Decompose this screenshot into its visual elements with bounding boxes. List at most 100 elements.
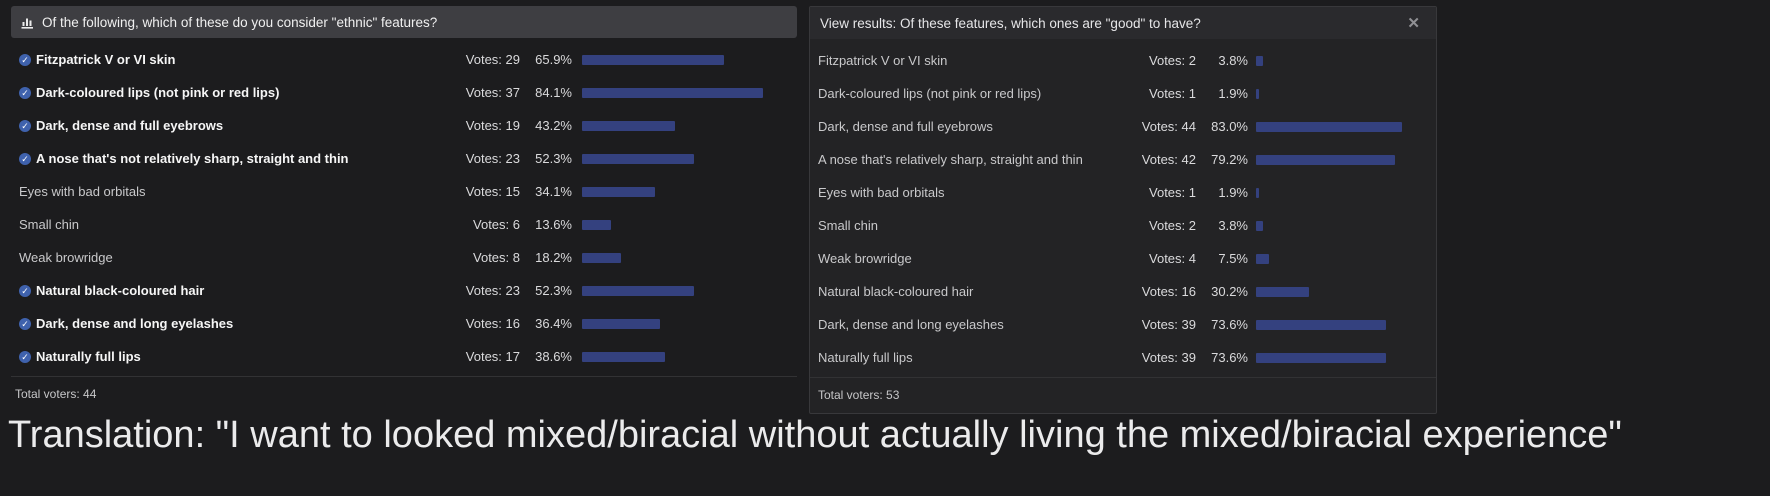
poll-option-row: Small chin Votes: 2 3.8% [810,209,1436,242]
poll-option-percent: 13.6% [535,217,572,232]
vote-bar-track [582,252,797,263]
poll-right-title: View results: Of these features, which o… [820,15,1201,31]
vote-bar-track [1256,220,1432,231]
poll-option-label: Small chin [11,217,450,232]
poll-option-percent: 1.9% [1218,185,1248,200]
poll-option-row: ✓ Naturally full lips Votes: 17 38.6% [11,340,797,373]
poll-option-row: Weak browridge Votes: 4 7.5% [810,242,1436,275]
poll-option-row: Eyes with bad orbitals Votes: 15 34.1% [11,175,797,208]
vote-bar-track [1256,187,1432,198]
poll-option-label: A nose that's relatively sharp, straight… [810,152,1126,167]
poll-option-label: ✓ Natural black-coloured hair [11,283,450,298]
poll-left-options: ✓ Fitzpatrick V or VI skin Votes: 29 65.9% ✓… [11,38,797,373]
poll-right-total-voters: Total voters: 53 [810,377,1436,413]
poll-option-votes: Votes: 17 [465,349,520,364]
poll-option-votes: Votes: 23 [465,151,520,166]
poll-option-percent: 3.8% [1218,218,1248,233]
poll-option-text: A nose that's not relatively sharp, stra… [36,151,349,166]
close-icon[interactable]: ✕ [1403,14,1424,33]
vote-bar [1256,352,1386,363]
poll-option-percent: 30.2% [1211,284,1248,299]
poll-option-text: Dark, dense and long eyelashes [818,317,1004,332]
poll-option-text: Small chin [818,218,878,233]
vote-bar-track [582,285,797,296]
voted-check-icon: ✓ [19,86,31,99]
poll-option-votes: Votes: 39 [1141,350,1196,365]
poll-option-percent: 3.8% [1218,53,1248,68]
vote-bar-track [582,153,797,164]
vote-bar [582,252,622,263]
vote-bar-track [582,120,797,131]
vote-bar [582,285,695,296]
poll-left-header: Of the following, which of these do you … [11,6,797,38]
vote-bar [1256,253,1270,264]
poll-option-percent: 43.2% [535,118,572,133]
vote-bar-track [582,351,797,362]
poll-option-text: Dark-coloured lips (not pink or red lips… [818,86,1042,101]
poll-option-percent: 73.6% [1211,317,1248,332]
vote-bar-track [1256,286,1432,297]
poll-option-percent: 52.3% [535,151,572,166]
poll-option-row: Eyes with bad orbitals Votes: 1 1.9% [810,176,1436,209]
poll-option-label: Natural black-coloured hair [810,284,1126,299]
poll-option-row: Dark-coloured lips (not pink or red lips… [810,77,1436,110]
poll-option-row: ✓ Dark-coloured lips (not pink or red lip… [11,76,797,109]
vote-bar-track [582,87,797,98]
poll-option-text: Small chin [19,217,79,232]
poll-option-votes: Votes: 42 [1141,152,1196,167]
poll-option-row: Small chin Votes: 6 13.6% [11,208,797,241]
vote-bar-track [582,54,797,65]
poll-option-percent: 34.1% [535,184,572,199]
poll-option-votes: Votes: 37 [465,85,520,100]
poll-option-text: Weak browridge [19,250,113,265]
poll-option-row: Dark, dense and full eyebrows Votes: 44 83… [810,110,1436,143]
poll-option-percent: 73.6% [1211,350,1248,365]
poll-option-votes: Votes: 39 [1141,317,1196,332]
vote-bar [1256,220,1263,231]
poll-option-text: Dark, dense and full eyebrows [818,119,993,134]
poll-option-label: Small chin [810,218,1126,233]
vote-bar [582,186,656,197]
poll-option-label: Dark, dense and full eyebrows [810,119,1126,134]
vote-bar [582,54,724,65]
poll-option-label: ✓ Naturally full lips [11,349,450,364]
poll-option-row: ✓ Dark, dense and full eyebrows Votes: 19 4… [11,109,797,142]
poll-good-features-panel: View results: Of these features, which o… [809,6,1437,414]
poll-option-percent: 7.5% [1218,251,1248,266]
poll-option-votes: Votes: 15 [465,184,520,199]
poll-option-percent: 36.4% [535,316,572,331]
vote-bar-track [1256,55,1432,66]
poll-option-row: ✓ Natural black-coloured hair Votes: 23 52.… [11,274,797,307]
vote-bar-track [1256,154,1432,165]
poll-right-header: View results: Of these features, which o… [810,7,1436,39]
poll-option-text: Naturally full lips [36,349,141,364]
poll-option-percent: 52.3% [535,283,572,298]
poll-option-votes: Votes: 29 [465,52,520,67]
poll-option-text: Dark, dense and long eyelashes [36,316,234,331]
poll-option-label: ✓ Dark, dense and full eyebrows [11,118,450,133]
caption-text: Translation: "I want to looked mixed/bir… [8,414,1622,456]
poll-right-options: Fitzpatrick V or VI skin Votes: 2 3.8% Dark… [810,39,1436,374]
vote-bar-track [1256,253,1432,264]
vote-bar [582,120,675,131]
poll-option-row: Weak browridge Votes: 8 18.2% [11,241,797,274]
poll-option-votes: Votes: 16 [465,316,520,331]
poll-option-percent: 79.2% [1211,152,1248,167]
vote-bar-track [1256,121,1432,132]
vote-bar [582,87,763,98]
poll-option-text: Naturally full lips [818,350,913,365]
poll-option-text: Fitzpatrick V or VI skin [818,53,948,68]
poll-option-label: Eyes with bad orbitals [810,185,1126,200]
vote-bar [582,318,661,329]
vote-bar [1256,187,1260,198]
vote-bar-track [1256,352,1432,363]
voted-check-icon: ✓ [19,119,31,132]
vote-bar [1256,286,1310,297]
poll-option-label: Weak browridge [810,251,1126,266]
poll-option-label: Eyes with bad orbitals [11,184,450,199]
poll-option-label: Dark-coloured lips (not pink or red lips… [810,86,1126,101]
vote-bar-track [1256,319,1432,330]
vote-bar-track [582,186,797,197]
bar-chart-icon [21,16,35,29]
